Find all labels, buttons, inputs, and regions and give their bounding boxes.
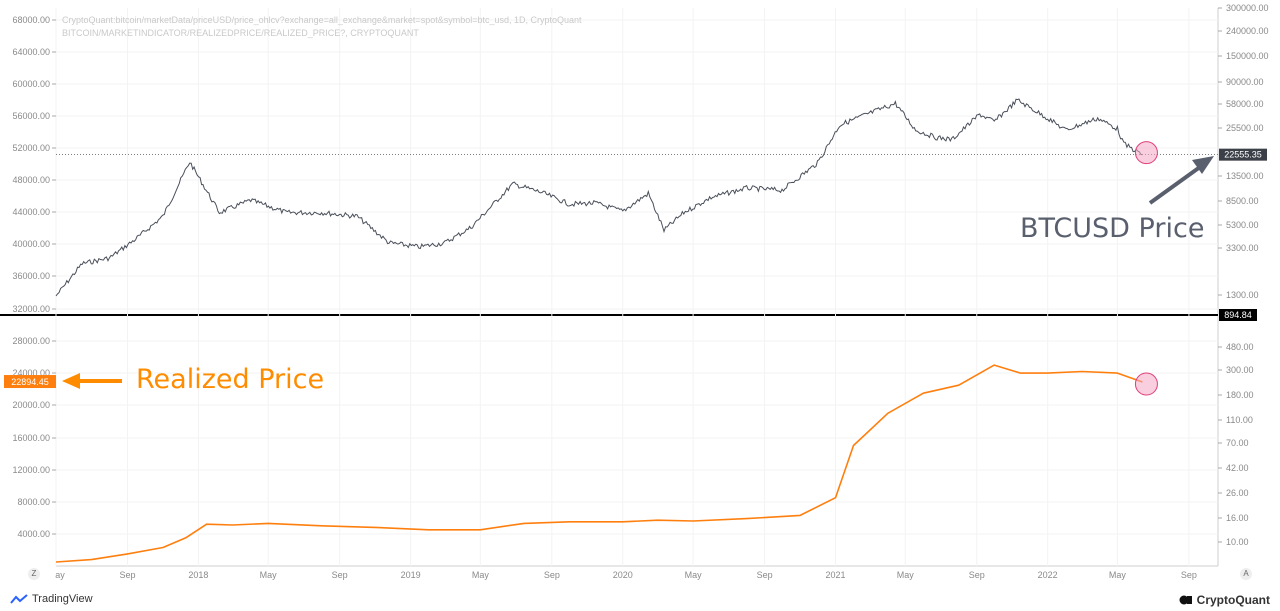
realized-current-value: 22894.45 — [11, 377, 49, 387]
realized-highlight-circle — [1134, 372, 1158, 396]
tradingview-brand[interactable]: TradingView — [10, 593, 93, 605]
left-tick-label: 28000.00 — [12, 336, 50, 346]
left-tick-label: 60000.00 — [12, 79, 50, 89]
x-tick-label: May — [260, 570, 278, 580]
right-tick-label: 25500.00 — [1226, 123, 1264, 133]
chart-canvas: ay Sep 2018 May Sep 2019 May Sep 2020 May Sep 2021 M… — [0, 3, 1269, 580]
right-tick-label: 300.00 — [1226, 365, 1254, 375]
left-tick-label: 64000.00 — [12, 47, 50, 57]
right-tick-label: 90000.00 — [1226, 77, 1264, 87]
x-tick-label: 2019 — [401, 570, 421, 580]
cryptoquant-label: CryptoQuant — [1196, 593, 1270, 607]
left-tick-label: 16000.00 — [12, 433, 50, 443]
left-tick-label: 20000.00 — [12, 400, 50, 410]
right-tick-label: 10.00 — [1226, 537, 1249, 547]
right-tick-label: 240000.00 — [1226, 26, 1269, 36]
left-tick-label: 36000.00 — [12, 271, 50, 281]
plot-area — [56, 8, 1218, 566]
left-tick-label: 52000.00 — [12, 143, 50, 153]
right-tick-label: 8500.00 — [1226, 196, 1259, 206]
x-tick-label: May — [1109, 570, 1127, 580]
current-price-value: 22555.35 — [1224, 150, 1262, 160]
x-tick-label: Sep — [1181, 570, 1197, 580]
realized-price-line — [55, 364, 1143, 563]
tradingview-label: TradingView — [32, 593, 93, 605]
right-tick-label: 110.00 — [1226, 415, 1253, 425]
left-tick-label: 44000.00 — [12, 207, 50, 217]
right-tick-label: 5300.00 — [1226, 220, 1259, 230]
btcusd-price-line — [55, 98, 1143, 297]
axis-layer: ay Sep 2018 May Sep 2019 May Sep 2020 May Sep 2021 M… — [4, 3, 1269, 580]
right-tick-label: 13500.00 — [1226, 171, 1264, 181]
source-line-2: BITCOIN/MARKETINDICATOR/REALIZEDPRICE/RE… — [62, 28, 419, 38]
price-arrow-head — [1192, 156, 1214, 174]
divider-badge — [1219, 309, 1257, 321]
x-tick-label: 2020 — [613, 570, 633, 580]
source-line-1: CryptoQuant:bitcoin/marketData/priceUSD/… — [62, 15, 582, 25]
right-tick-label: 300000.00 — [1226, 3, 1269, 13]
x-tick-label: Sep — [969, 570, 985, 580]
cryptoquant-brand[interactable]: CryptoQuant — [1179, 593, 1270, 607]
right-tick-label: 1300.00 — [1226, 290, 1259, 300]
left-tick-label: 4000.00 — [17, 529, 50, 539]
x-tick-label: Sep — [332, 570, 348, 580]
right-tick-label: 70.00 — [1226, 438, 1249, 448]
auto-scale-button[interactable]: A — [1240, 568, 1252, 580]
realized-price-annotation: Realized Price — [136, 364, 324, 395]
right-tick-label: 150000.00 — [1226, 51, 1269, 61]
realized-arrow-head — [62, 373, 80, 389]
price-series-layer — [55, 98, 1218, 297]
x-tick-label: 2018 — [188, 570, 208, 580]
annotation-layer: CryptoQuant:bitcoin/marketData/priceUSD/… — [62, 15, 1214, 396]
left-tick-label: 24000.00 — [12, 368, 50, 378]
gridlines — [55, 8, 1218, 566]
price-highlight-circle — [1134, 141, 1158, 165]
divider-value: 894.84 — [1224, 310, 1252, 320]
left-tick-label: 48000.00 — [12, 175, 50, 185]
cryptoquant-logo-icon — [1179, 595, 1192, 605]
right-tick-label: 42.00 — [1226, 463, 1249, 473]
right-tick-label: 26.00 — [1226, 488, 1249, 498]
realized-current-badge — [4, 375, 56, 389]
chart-background — [0, 8, 1219, 567]
x-tick-label: ay — [55, 570, 65, 580]
tradingview-logo-icon — [10, 594, 28, 604]
price-arrow-shaft — [1148, 165, 1202, 205]
right-tick-label: 16.00 — [1226, 513, 1249, 523]
left-tick-label: 32000.00 — [12, 304, 50, 314]
right-tick-label: 58000.00 — [1226, 99, 1264, 109]
x-tick-label: 2021 — [825, 570, 845, 580]
realized-series-layer — [55, 364, 1143, 563]
x-tick-label: May — [685, 570, 703, 580]
x-tick-label: May — [472, 570, 490, 580]
x-tick-label: Sep — [119, 570, 135, 580]
left-tick-label: 8000.00 — [17, 497, 50, 507]
x-tick-label: Sep — [757, 570, 773, 580]
right-tick-label: 480.00 — [1226, 342, 1254, 352]
left-tick-label: 40000.00 — [12, 239, 50, 249]
btcusd-price-annotation: BTCUSD Price — [1020, 213, 1204, 244]
x-tick-label: Sep — [544, 570, 560, 580]
right-tick-label: 3300.00 — [1226, 243, 1259, 253]
x-tick-label: May — [897, 570, 915, 580]
left-tick-label: 56000.00 — [12, 111, 50, 121]
current-price-badge — [1219, 148, 1267, 161]
left-tick-label: 68000.00 — [12, 15, 50, 25]
x-tick-label: 2022 — [1038, 570, 1058, 580]
scale-mode-button-left[interactable]: Z — [28, 568, 40, 580]
right-tick-label: 180.00 — [1226, 390, 1254, 400]
left-tick-label: 12000.00 — [12, 465, 50, 475]
